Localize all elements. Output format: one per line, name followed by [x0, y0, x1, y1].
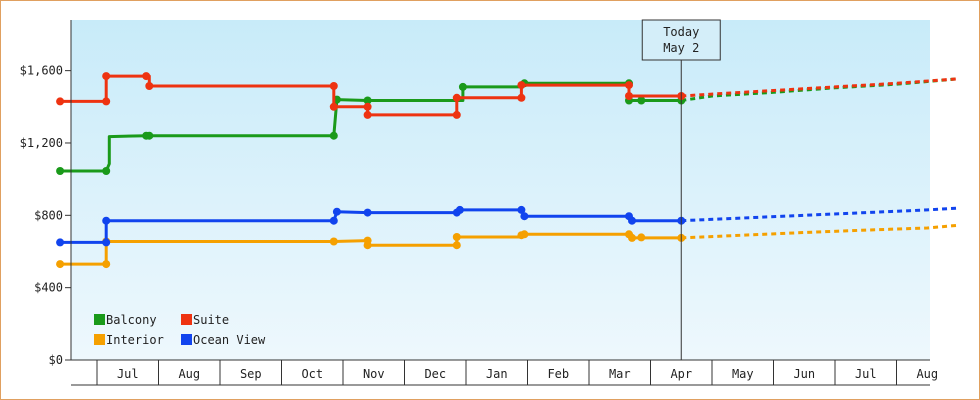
x-tick-label-11: Jun — [793, 367, 815, 381]
legend-label-3: Ocean View — [193, 333, 266, 347]
series-0-point-7 — [458, 82, 467, 91]
series-3-point-1 — [102, 238, 111, 247]
legend-label-0: Balcony — [106, 313, 157, 327]
series-1-point-3 — [142, 72, 151, 81]
series-0-point-0 — [56, 167, 65, 175]
series-2-point-0 — [56, 260, 65, 269]
series-1-point-14 — [625, 92, 633, 100]
legend-swatch-0 — [94, 314, 105, 325]
series-line-1 — [60, 74, 682, 117]
series-0-point-1 — [102, 167, 111, 175]
series-1-point-8 — [363, 110, 372, 119]
legend-swatch-1 — [181, 314, 192, 325]
legend-label-2: Interior — [106, 333, 164, 347]
series-1-point-6 — [329, 102, 338, 111]
today-label-0: Today — [663, 25, 699, 39]
series-2-point-6 — [452, 241, 461, 250]
x-tick-label-12: Jul — [855, 367, 877, 381]
series-0-point-11 — [637, 96, 646, 105]
series-1-point-7 — [363, 102, 372, 111]
series-0-point-4 — [329, 131, 338, 140]
y-tick-label-4: $1,600 — [20, 64, 63, 78]
series-3-point-8 — [517, 205, 526, 214]
series-forecast-1 — [681, 77, 959, 98]
series-forecast-2 — [681, 223, 959, 240]
x-tick-label-9: Apr — [670, 367, 692, 381]
series-0-point-3 — [145, 131, 154, 140]
x-tick-label-0: Jul — [117, 367, 139, 381]
series-3-point-4 — [332, 207, 341, 216]
series-1-point-2 — [102, 72, 111, 81]
series-2-point-3 — [329, 237, 338, 246]
series-1-point-1 — [102, 97, 111, 106]
series-2-point-1 — [102, 260, 111, 269]
series-2-point-9 — [520, 230, 529, 239]
series-1-point-11 — [517, 93, 526, 102]
today-box — [641, 19, 721, 61]
series-3-point-9 — [520, 212, 529, 221]
series-2-point-11 — [628, 233, 636, 242]
legend-label-1: Suite — [193, 313, 229, 327]
x-tick-label-3: Oct — [301, 367, 323, 381]
y-tick-label-1: $400 — [34, 281, 63, 295]
series-1-point-5 — [329, 82, 338, 90]
today-label-1: May 2 — [663, 41, 699, 55]
series-3-point-5 — [363, 208, 372, 217]
series-3-point-0 — [56, 238, 65, 247]
series-2-point-7 — [452, 233, 461, 241]
x-tick-label-2: Sep — [240, 367, 262, 381]
series-1-point-10 — [452, 93, 461, 102]
series-0-point-6 — [363, 96, 372, 105]
series-forecast-3 — [681, 206, 959, 223]
series-3-point-7 — [455, 205, 464, 214]
series-3-point-11 — [628, 216, 636, 225]
series-1-point-12 — [517, 81, 526, 90]
series-1-point-13 — [625, 81, 633, 90]
y-tick-label-2: $800 — [34, 208, 63, 222]
y-tick-label-3: $1,200 — [20, 136, 63, 150]
x-tick-label-5: Dec — [424, 367, 446, 381]
legend-swatch-2 — [94, 334, 105, 345]
x-tick-label-10: May — [732, 367, 754, 381]
x-tick-label-1: Aug — [178, 367, 200, 381]
series-2-point-12 — [637, 233, 646, 242]
series-3-point-2 — [102, 216, 111, 225]
series-1-point-4 — [145, 82, 154, 90]
series-3-point-3 — [329, 216, 338, 225]
x-tick-label-6: Jan — [486, 367, 508, 381]
plot-background — [71, 20, 930, 360]
series-1-point-0 — [56, 97, 65, 106]
x-tick-label-4: Nov — [363, 367, 385, 381]
x-tick-label-7: Feb — [547, 367, 569, 381]
x-tick-label-13: Aug — [916, 367, 938, 381]
x-tick-label-8: Mar — [609, 367, 631, 381]
legend-swatch-3 — [181, 334, 192, 345]
series-1-point-9 — [452, 110, 461, 119]
series-2-point-5 — [363, 241, 372, 250]
y-tick-label-0: $0 — [49, 353, 63, 367]
